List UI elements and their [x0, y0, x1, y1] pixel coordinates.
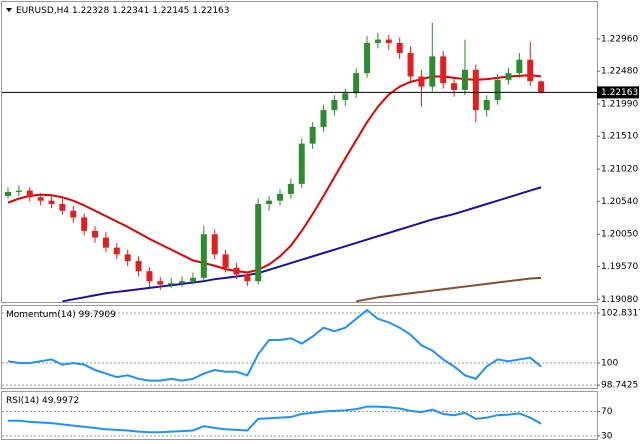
y-tick-label: 1.19570 [601, 262, 638, 272]
title-text: EURUSD,H4 [16, 6, 69, 16]
header-value: 1.22341 [112, 6, 149, 16]
candle-body [211, 234, 218, 255]
candle-body [37, 197, 44, 201]
candle-body [113, 247, 120, 255]
pane-title: Momentum(14) 99.7909 [6, 310, 116, 320]
candle-body [298, 143, 305, 184]
pane-title: EURUSD,H4 1.22328 1.22341 1.22145 1.2216… [16, 6, 230, 16]
candle-body [92, 230, 99, 238]
title-text: Momentum(14) [6, 310, 76, 320]
header-value: 99.7909 [79, 310, 116, 320]
pane-title: RSI(14) 49.9972 [6, 396, 79, 406]
candle-body [5, 191, 11, 196]
moving-average [62, 186, 542, 303]
candle-body [287, 183, 294, 194]
header-value: 1.22328 [72, 6, 109, 16]
candle-body [353, 73, 360, 94]
candle-body [48, 200, 55, 205]
candle-body [70, 210, 77, 218]
candle-body [59, 204, 66, 211]
header-value: 1.22145 [152, 6, 189, 16]
candle-body [222, 254, 229, 268]
menu-arrow [6, 8, 12, 12]
candle-body [200, 234, 207, 278]
candle-body [440, 56, 447, 84]
candle-body [277, 193, 283, 201]
candle-body [124, 254, 131, 262]
price-label-box [597, 86, 639, 99]
candle-body [494, 79, 501, 100]
y-tick-label: 1.22960 [601, 34, 638, 44]
candle-body [81, 217, 88, 231]
y-tick-label: 1.19080 [601, 295, 638, 305]
y-tick-label: 1.20050 [601, 230, 638, 240]
candle-body [505, 73, 512, 80]
y-tick-label: 100 [601, 358, 618, 368]
price-label: 1.22163 [601, 88, 638, 98]
header-value: 1.22163 [192, 6, 229, 16]
y-tick-label: 102.8317 [601, 309, 640, 319]
candle-body [396, 42, 403, 54]
candle-body [255, 204, 262, 282]
main-pane [1, 1, 598, 303]
y-tick-label: 1.22480 [601, 67, 638, 77]
candle-body [179, 281, 186, 284]
candle-body [266, 200, 273, 205]
candle-body [309, 126, 316, 144]
y-tick-label: 98.7425 [601, 381, 638, 391]
candle-body [364, 42, 371, 74]
candle-body [189, 277, 196, 282]
candle-body [233, 267, 240, 275]
candle-body [15, 190, 22, 192]
y-tick-label: 1.21990 [601, 100, 638, 110]
candle-body [461, 69, 468, 90]
candle-body [483, 99, 490, 111]
candle-body [538, 81, 545, 93]
candle-body [407, 53, 414, 77]
candle-body [527, 59, 534, 82]
candle-body [244, 274, 251, 282]
y-tick-label: 1.21510 [601, 132, 638, 142]
candle-body [472, 69, 479, 111]
title-text: RSI(14) [6, 396, 39, 406]
candle-body [320, 110, 327, 127]
candle-body [385, 39, 392, 43]
candle-body [418, 76, 425, 87]
moving-average [7, 74, 542, 274]
indicator-line [8, 405, 542, 434]
indicator-line [7, 308, 542, 382]
candle-body [516, 59, 523, 74]
y-tick-label: 1.21020 [601, 165, 638, 175]
momentum-pane [1, 305, 598, 389]
candle-body [451, 83, 458, 90]
candle-body [26, 190, 33, 198]
candle-body [342, 93, 349, 100]
moving-average [355, 276, 542, 303]
candle-body [374, 39, 381, 43]
header-value: 49.9972 [42, 396, 79, 406]
candle-body [429, 56, 436, 87]
candle-body [157, 281, 164, 285]
y-tick-label: 1.20540 [601, 197, 638, 207]
y-tick-label: 30 [601, 431, 613, 440]
candle-body [146, 271, 153, 282]
y-tick-label: 70 [601, 407, 613, 417]
candle-body [102, 237, 109, 248]
candle-body [135, 261, 142, 272]
candle-body [331, 99, 338, 111]
candle-body [168, 283, 175, 285]
